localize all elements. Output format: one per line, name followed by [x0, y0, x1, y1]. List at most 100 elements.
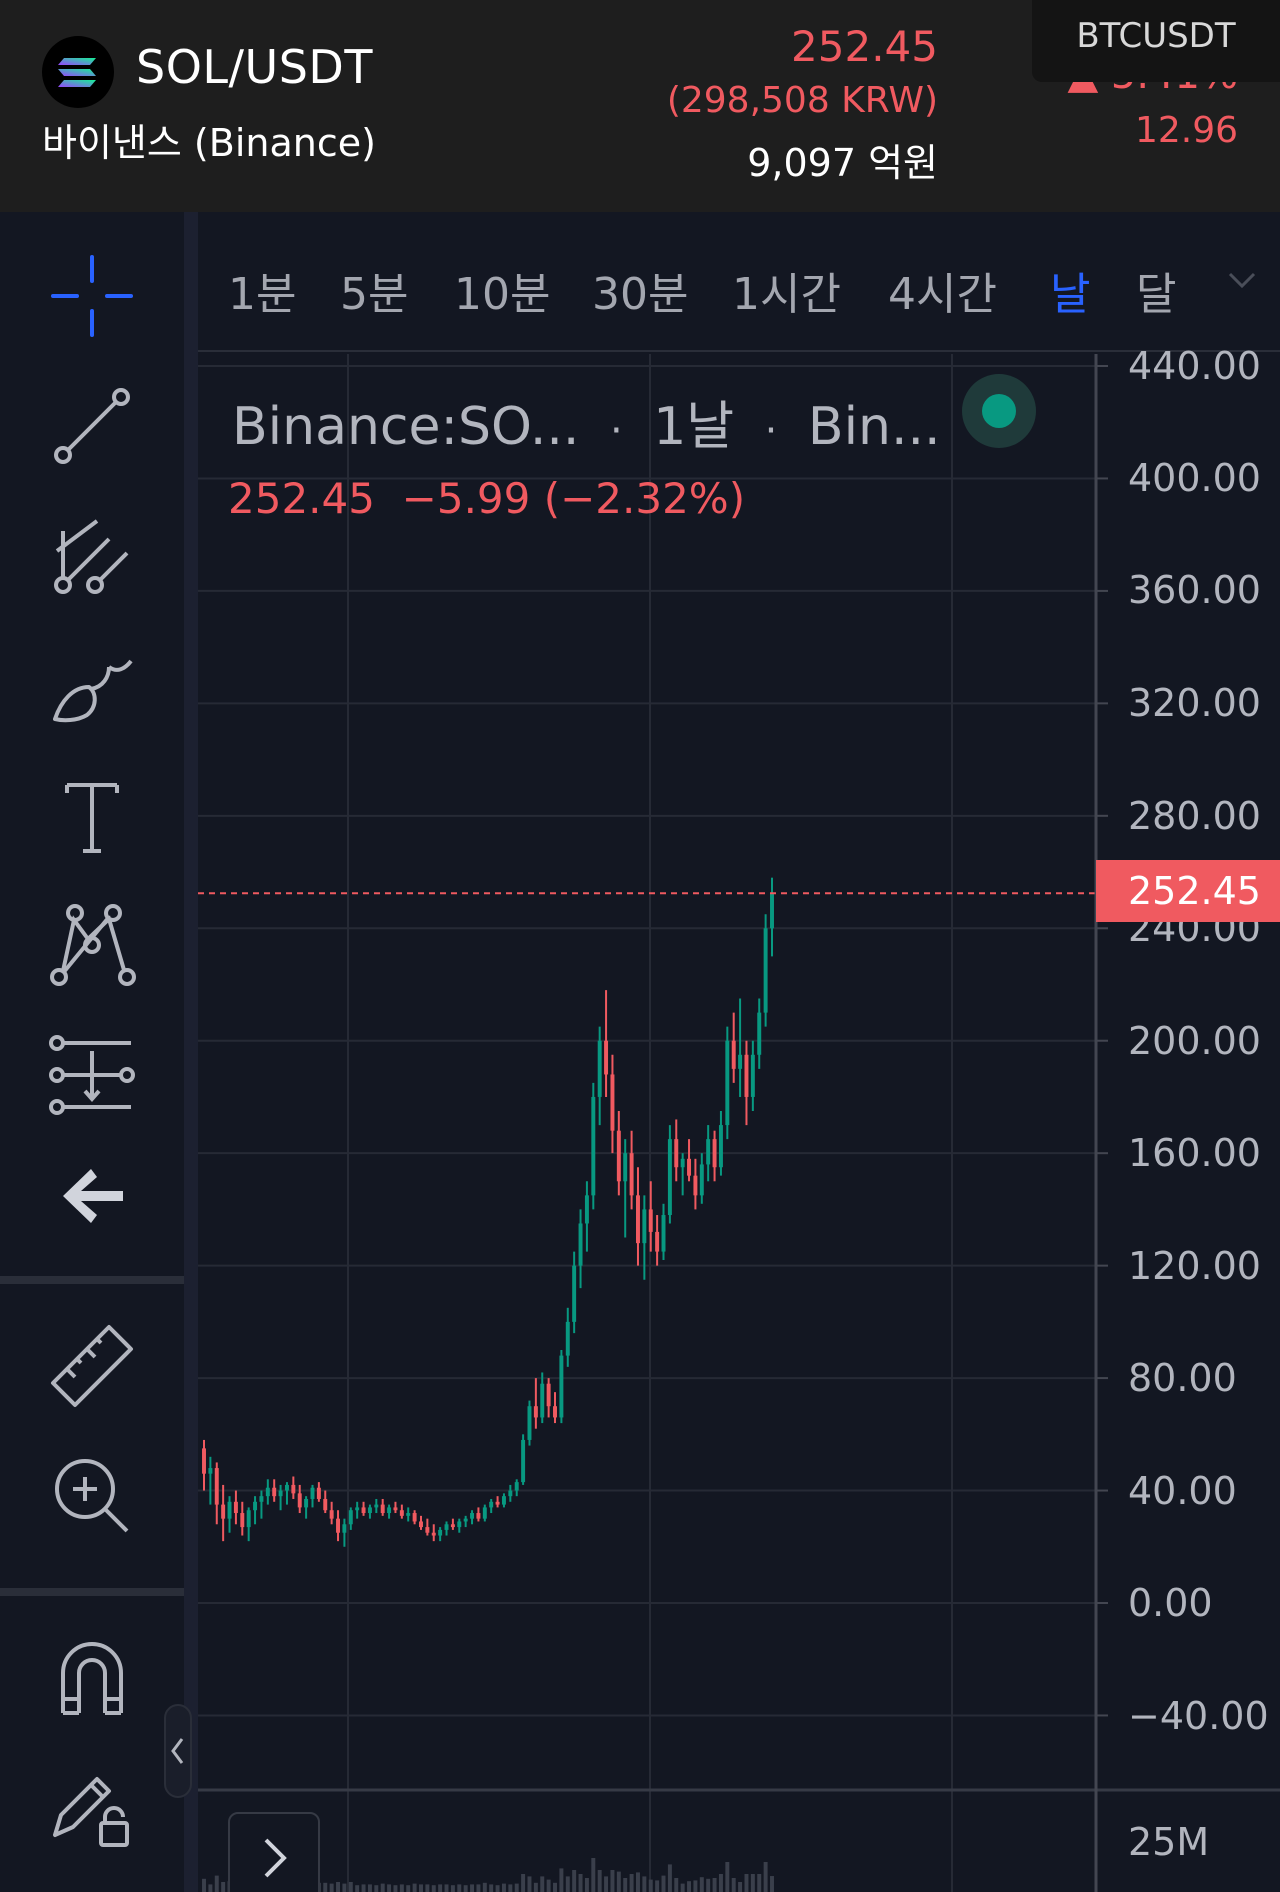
- volume-bar: [667, 1864, 672, 1892]
- candle-body: [578, 1223, 583, 1266]
- volume-bar: [208, 1884, 213, 1892]
- interval-10m[interactable]: 10분: [454, 269, 551, 320]
- solana-logo-icon: [42, 36, 114, 108]
- candle-body: [610, 1074, 615, 1131]
- price-axis-label: 280.00: [1128, 794, 1261, 838]
- volume-bar: [457, 1884, 462, 1892]
- interval-1h[interactable]: 1시간: [732, 269, 841, 320]
- volume-bar: [565, 1876, 570, 1892]
- candle-body: [278, 1490, 283, 1497]
- candle-body: [712, 1139, 717, 1168]
- candle-body: [750, 1054, 755, 1097]
- interval-day[interactable]: 날: [1050, 269, 1091, 320]
- volume-bar: [444, 1884, 449, 1892]
- volume-bar: [763, 1862, 768, 1892]
- chevron-down-icon[interactable]: [1226, 264, 1258, 296]
- candle-body: [208, 1468, 213, 1474]
- price-chart[interactable]: [198, 354, 1280, 1892]
- volume-bar: [680, 1883, 685, 1892]
- interval-1m[interactable]: 1분: [228, 269, 297, 320]
- measure-levels-icon[interactable]: [38, 1020, 146, 1128]
- volume-bar: [323, 1882, 328, 1892]
- last-price-krw: (298,508 KRW): [666, 80, 938, 121]
- candle-body: [699, 1164, 704, 1196]
- candle-body: [476, 1513, 481, 1519]
- price-axis[interactable]: 440.00 400.00 360.00 320.00 280.00 240.0…: [1096, 344, 1280, 1892]
- candle-body: [399, 1510, 404, 1516]
- volume-bar: [470, 1884, 475, 1892]
- lock-drawings-icon[interactable]: [38, 1752, 146, 1860]
- candle-body: [521, 1439, 526, 1483]
- volume-bar: [501, 1883, 506, 1892]
- volume-bar: [750, 1874, 755, 1892]
- trade-volume-krw: 9,097 억원: [747, 141, 938, 185]
- candle-body: [202, 1448, 206, 1474]
- interval-month[interactable]: 달: [1136, 269, 1177, 320]
- brush-icon[interactable]: [38, 632, 146, 740]
- candle-body: [221, 1504, 226, 1519]
- price-axis-label: 120.00: [1128, 1244, 1261, 1288]
- price-axis-label: 0.00: [1128, 1581, 1213, 1625]
- crosshair-icon[interactable]: [38, 242, 146, 350]
- volume-bar: [419, 1884, 423, 1892]
- collapse-toolbar-button[interactable]: [164, 1704, 192, 1798]
- interval-5m[interactable]: 5분: [340, 269, 409, 320]
- volume-axis-label: 25M: [1128, 1820, 1210, 1864]
- candle-body: [770, 893, 774, 929]
- trend-line-icon[interactable]: [38, 372, 146, 480]
- market-status-indicator[interactable]: [962, 374, 1036, 448]
- chart-grid: [198, 354, 1108, 1892]
- candle-body: [648, 1209, 653, 1232]
- candle-body: [757, 1012, 762, 1055]
- candle-body: [431, 1532, 436, 1536]
- volume-bar: [329, 1883, 334, 1892]
- candle-body: [725, 1040, 730, 1126]
- chart-pane[interactable]: [198, 354, 1280, 1892]
- volume-bar: [406, 1885, 411, 1892]
- candle-body: [387, 1507, 392, 1514]
- volume-bar: [425, 1884, 430, 1892]
- magnet-icon[interactable]: [38, 1622, 146, 1730]
- pattern-icon[interactable]: [38, 890, 146, 998]
- volume-bar: [533, 1882, 538, 1892]
- candle-body: [463, 1518, 468, 1522]
- volume-bar: [476, 1884, 481, 1892]
- back-arrow-icon[interactable]: [38, 1142, 146, 1250]
- candle-body: [259, 1496, 264, 1502]
- chevron-right-icon: [264, 1838, 287, 1878]
- volume-bar: [348, 1882, 353, 1892]
- exchange-name: 바이낸스 (Binance): [42, 121, 376, 165]
- volume-bar: [578, 1874, 583, 1892]
- volume-bar: [693, 1880, 698, 1892]
- interval-30m[interactable]: 30분: [592, 269, 689, 320]
- legend-symbol[interactable]: Binance:SO... · 1날 · Bin...: [232, 384, 941, 459]
- candle-body: [674, 1139, 679, 1168]
- volume-bar: [591, 1858, 596, 1892]
- candle-body: [284, 1484, 289, 1491]
- volume-bar: [738, 1882, 743, 1892]
- candle-body: [329, 1510, 334, 1519]
- candle-body: [323, 1498, 328, 1511]
- candle-body: [214, 1468, 219, 1505]
- volume-bar: [367, 1884, 372, 1892]
- text-tool-icon[interactable]: [38, 762, 146, 870]
- volume-bar: [584, 1878, 589, 1892]
- volume-bar: [431, 1885, 436, 1892]
- zoom-in-icon[interactable]: [38, 1442, 146, 1550]
- ruler-icon[interactable]: [38, 1312, 146, 1420]
- candle-body: [559, 1355, 564, 1418]
- price-axis-label: 200.00: [1128, 1019, 1261, 1063]
- scroll-to-realtime-button[interactable]: [228, 1812, 320, 1892]
- fib-retracement-icon[interactable]: [38, 502, 146, 610]
- candle-body: [265, 1487, 270, 1497]
- chevron-left-icon: [171, 1738, 184, 1764]
- candle-body: [763, 928, 768, 1013]
- price-axis-label: 160.00: [1128, 1131, 1261, 1175]
- toolbar-border: [184, 212, 198, 1892]
- volume-bar: [387, 1884, 392, 1892]
- candle-body: [508, 1490, 513, 1497]
- candle-body: [227, 1501, 232, 1519]
- price-axis-label: 360.00: [1128, 568, 1261, 612]
- volume-bar: [393, 1885, 398, 1892]
- interval-4h[interactable]: 4시간: [888, 269, 997, 320]
